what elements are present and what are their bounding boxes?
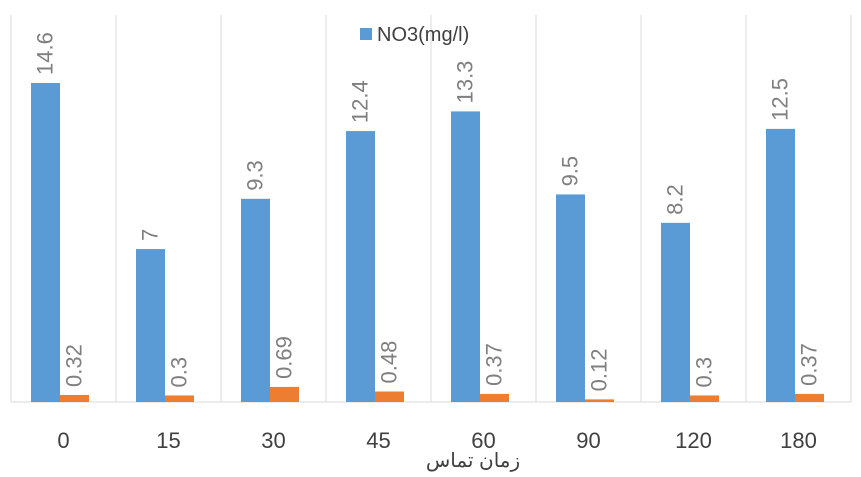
data-label-series1-0: 14.6 bbox=[33, 32, 58, 75]
bar-series2-60 bbox=[480, 393, 509, 402]
x-tick-labels: 0 15 30 45 60 90 120 180 bbox=[57, 428, 816, 453]
data-label-series2-90: 0.12 bbox=[587, 349, 612, 392]
x-tick-label: 0 bbox=[57, 428, 69, 453]
data-labels: 14.6 0.32 7 0.3 9.3 0.69 12.4 0.48 13.3 0.37 9.5 0.… bbox=[33, 32, 822, 391]
x-axis-title: زمان تماس bbox=[426, 450, 520, 472]
data-label-series1-45: 12.4 bbox=[348, 80, 373, 123]
data-label-series1-120: 8.2 bbox=[663, 184, 688, 215]
bars bbox=[31, 83, 824, 403]
x-tick-label: 30 bbox=[261, 428, 285, 453]
bar-series1-120 bbox=[661, 222, 690, 402]
data-label-series1-30: 9.3 bbox=[243, 160, 268, 191]
bar-series1-45 bbox=[346, 131, 375, 403]
data-label-series2-180: 0.37 bbox=[797, 343, 822, 386]
x-tick-label: 120 bbox=[675, 428, 712, 453]
legend: NO3(mg/l) bbox=[360, 24, 469, 46]
data-label-series2-60: 0.37 bbox=[482, 343, 507, 386]
legend-label-no3: NO3(mg/l) bbox=[377, 24, 469, 46]
x-tick-label: 15 bbox=[156, 428, 180, 453]
data-label-series1-15: 7 bbox=[138, 229, 163, 241]
legend-swatch-no3 bbox=[360, 28, 372, 40]
data-label-series1-90: 9.5 bbox=[558, 156, 583, 187]
data-label-series2-30: 0.69 bbox=[272, 336, 297, 379]
bar-series1-60 bbox=[451, 111, 480, 402]
data-label-series2-120: 0.3 bbox=[692, 357, 717, 388]
bar-series2-0 bbox=[60, 395, 89, 402]
x-tick-label: 180 bbox=[780, 428, 817, 453]
bar-series1-30 bbox=[241, 198, 270, 402]
bar-series2-15 bbox=[165, 395, 194, 402]
bar-series1-180 bbox=[766, 128, 795, 403]
x-tick-label: 45 bbox=[366, 428, 390, 453]
bar-series2-45 bbox=[375, 391, 404, 402]
bar-series1-15 bbox=[136, 249, 165, 402]
x-tick-label: 90 bbox=[576, 428, 600, 453]
bar-series1-90 bbox=[556, 194, 585, 402]
bar-series2-180 bbox=[795, 393, 824, 402]
bar-series2-120 bbox=[690, 395, 719, 402]
bar-series1-0 bbox=[31, 83, 60, 402]
bar-series2-90 bbox=[585, 399, 614, 402]
data-label-series2-15: 0.3 bbox=[167, 357, 192, 388]
x-tick-label: 60 bbox=[471, 428, 495, 453]
data-label-series1-60: 13.3 bbox=[453, 61, 478, 104]
data-label-series2-0: 0.32 bbox=[62, 344, 87, 387]
data-label-series2-45: 0.48 bbox=[377, 341, 402, 384]
bar-series2-30 bbox=[270, 386, 299, 402]
data-label-series1-180: 12.5 bbox=[768, 78, 793, 121]
